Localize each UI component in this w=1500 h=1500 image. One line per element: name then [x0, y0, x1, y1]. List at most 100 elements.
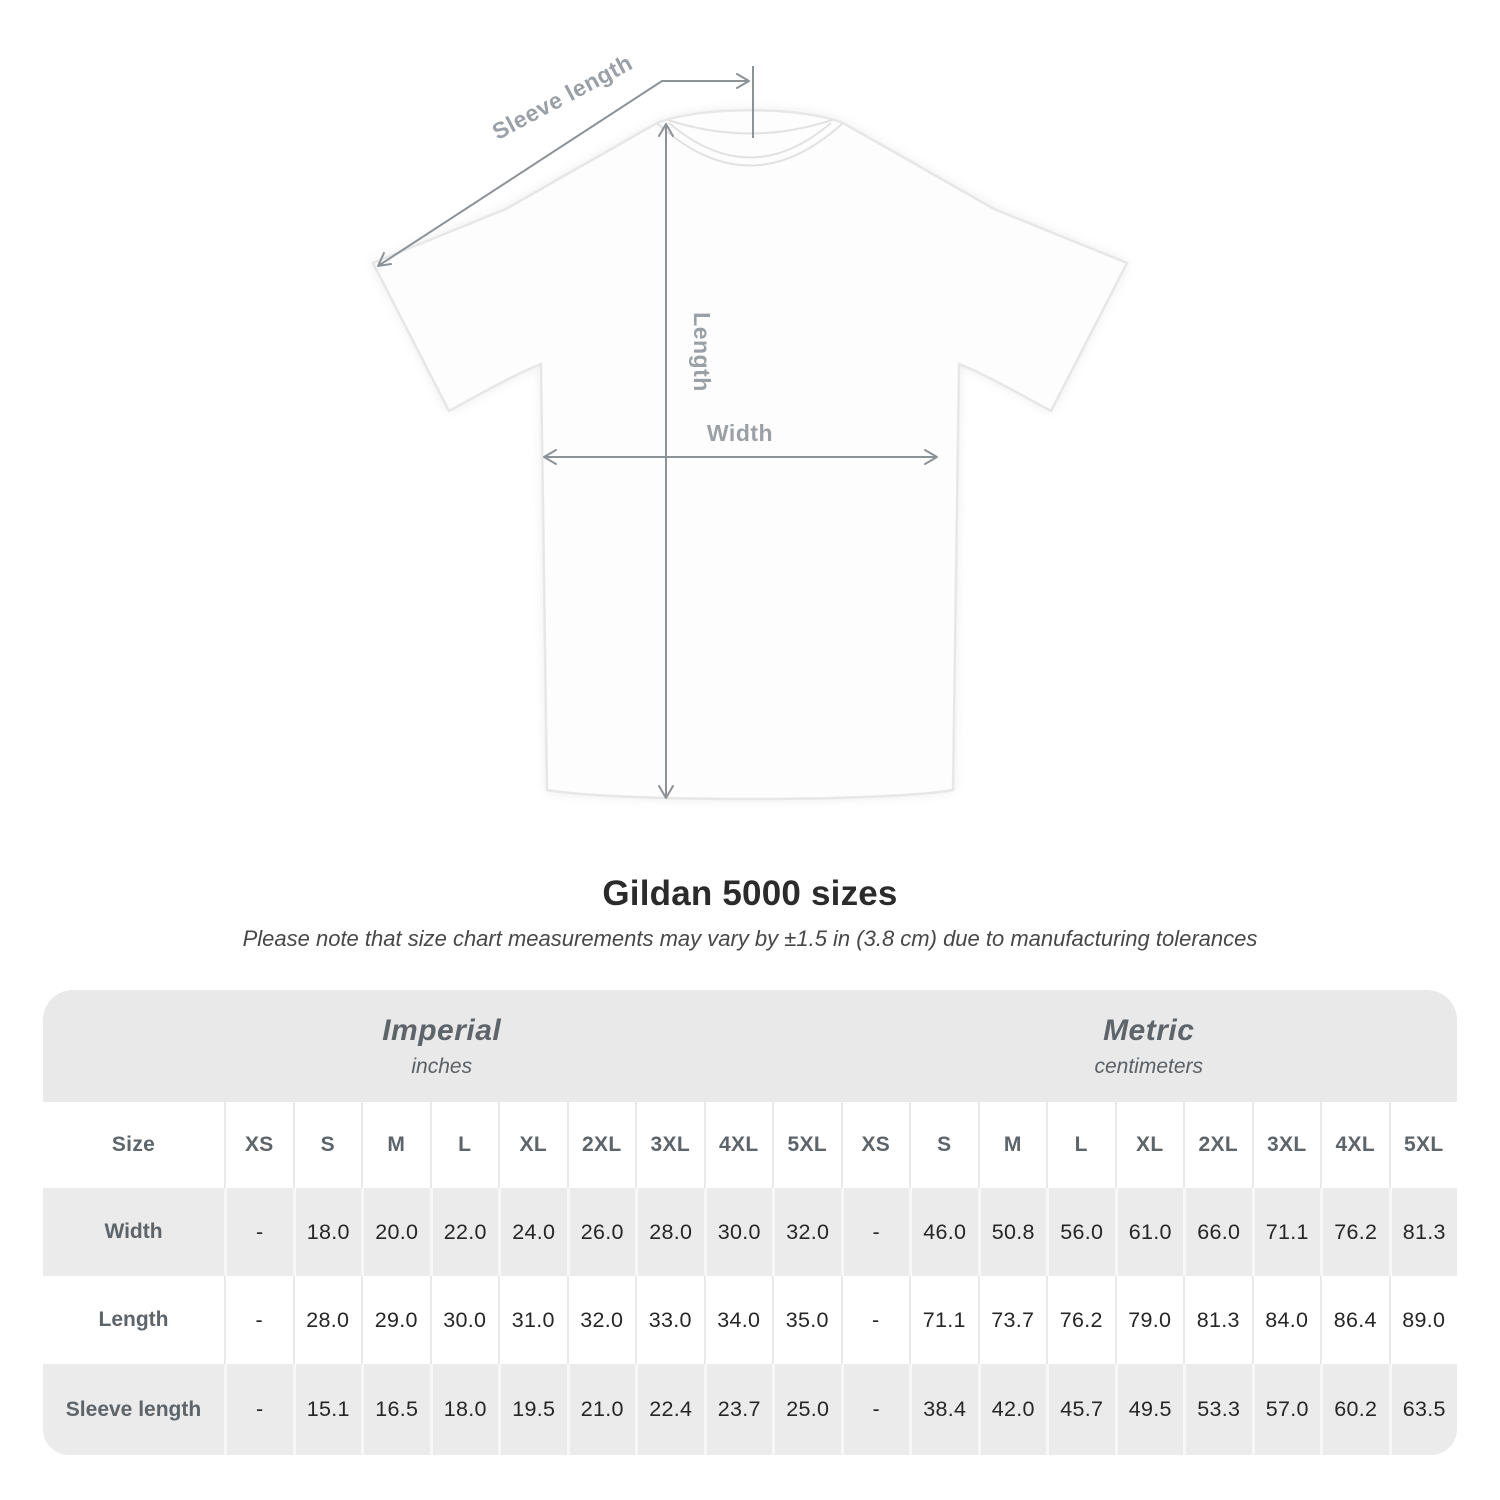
- length-imperial-4xl: 34.0: [703, 1276, 772, 1364]
- width-arrowhead-right: [924, 449, 938, 465]
- sleeve-length-arrow: [377, 80, 748, 267]
- sleeve-length-arrowhead-neck: [736, 73, 750, 89]
- width-imperial-5xl: 32.0: [772, 1188, 841, 1276]
- width-metric-3xl: 71.1: [1251, 1188, 1320, 1276]
- width-label: Width: [707, 420, 773, 446]
- sleeve-imperial-4xl: 23.7: [703, 1364, 772, 1455]
- length-metric-3xl: 84.0: [1251, 1276, 1320, 1364]
- width-imperial-xs: -: [224, 1188, 293, 1276]
- sleeve-imperial-3xl: 22.4: [635, 1364, 704, 1455]
- page-title: Gildan 5000 sizes: [602, 874, 898, 913]
- length-imperial-3xl: 33.0: [635, 1276, 704, 1364]
- width-metric-xl: 61.0: [1114, 1188, 1183, 1276]
- sleeve-metric-3xl: 57.0: [1251, 1364, 1320, 1455]
- size-header-metric-5xl: 5XL: [1388, 1102, 1457, 1188]
- length-metric-4xl: 86.4: [1320, 1276, 1389, 1364]
- length-metric-xl: 79.0: [1114, 1276, 1183, 1364]
- size-header-imperial-m: M: [361, 1102, 430, 1188]
- length-imperial-5xl: 35.0: [772, 1276, 841, 1364]
- row-label-width: Width: [43, 1188, 224, 1276]
- size-header-metric-xl: XL: [1114, 1102, 1183, 1188]
- tolerance-note: Please note that size chart measurements…: [242, 926, 1258, 951]
- tshirt-measurement-diagram: Sleeve length Length Width: [371, 49, 1129, 801]
- length-metric-2xl: 81.3: [1183, 1276, 1252, 1364]
- size-column-header: Size: [43, 1102, 224, 1188]
- sleeve-imperial-xs: -: [224, 1364, 293, 1455]
- sleeve-metric-xs: -: [840, 1364, 909, 1455]
- sleeve-metric-4xl: 60.2: [1320, 1364, 1389, 1455]
- metric-group-label: Metric: [1103, 1013, 1195, 1047]
- sleeve-imperial-s: 15.1: [292, 1364, 361, 1455]
- size-header-metric-3xl: 3XL: [1251, 1102, 1320, 1188]
- length-metric-xs: -: [840, 1276, 909, 1364]
- length-imperial-s: 28.0: [292, 1276, 361, 1364]
- length-imperial-xs: -: [224, 1276, 293, 1364]
- size-header-metric-xs: XS: [840, 1102, 909, 1188]
- size-header-imperial-2xl: 2XL: [566, 1102, 635, 1188]
- length-imperial-xl: 31.0: [498, 1276, 567, 1364]
- width-imperial-s: 18.0: [292, 1188, 361, 1276]
- sleeve-metric-5xl: 63.5: [1388, 1364, 1457, 1455]
- size-header-imperial-s: S: [292, 1102, 361, 1188]
- sleeve-imperial-m: 16.5: [361, 1364, 430, 1455]
- length-arrowhead-bottom: [658, 785, 674, 799]
- collar-outer-line: [656, 122, 844, 167]
- sleeve-metric-m: 42.0: [977, 1364, 1046, 1455]
- width-metric-s: 46.0: [909, 1188, 978, 1276]
- size-header-metric-s: S: [909, 1102, 978, 1188]
- sleeve-imperial-5xl: 25.0: [772, 1364, 841, 1455]
- sleeve-metric-xl: 49.5: [1114, 1364, 1183, 1455]
- collar-back-line: [667, 119, 833, 135]
- length-metric-l: 76.2: [1046, 1276, 1115, 1364]
- length-imperial-m: 29.0: [361, 1276, 430, 1364]
- sleeve-metric-l: 45.7: [1046, 1364, 1115, 1455]
- length-metric-s: 71.1: [909, 1276, 978, 1364]
- size-header-metric-4xl: 4XL: [1320, 1102, 1389, 1188]
- collar-inner-line: [668, 122, 832, 159]
- width-imperial-m: 20.0: [361, 1188, 430, 1276]
- sleeve-metric-s: 38.4: [909, 1364, 978, 1455]
- size-header-imperial-4xl: 4XL: [703, 1102, 772, 1188]
- size-header-metric-2xl: 2XL: [1183, 1102, 1252, 1188]
- sleeve-metric-2xl: 53.3: [1183, 1364, 1252, 1455]
- width-imperial-4xl: 30.0: [703, 1188, 772, 1276]
- length-metric-m: 73.7: [977, 1276, 1046, 1364]
- imperial-group-unit: inches: [411, 1054, 473, 1078]
- size-header-imperial-5xl: 5XL: [772, 1102, 841, 1188]
- sleeve-imperial-l: 18.0: [429, 1364, 498, 1455]
- length-imperial-l: 30.0: [429, 1276, 498, 1364]
- sleeve-length-label: Sleeve length: [488, 49, 637, 145]
- tshirt-outline: [371, 109, 1129, 801]
- length-arrowhead-top: [658, 123, 674, 137]
- metric-group-unit: centimeters: [1094, 1054, 1204, 1078]
- width-metric-xs: -: [840, 1188, 909, 1276]
- imperial-group-header: Imperial inches: [43, 990, 841, 1102]
- width-metric-m: 50.8: [977, 1188, 1046, 1276]
- length-label: Length: [689, 312, 715, 392]
- size-header-imperial-l: L: [429, 1102, 498, 1188]
- row-label-length: Length: [43, 1276, 224, 1364]
- width-metric-5xl: 81.3: [1388, 1188, 1457, 1276]
- row-label-sleeve-length: Sleeve length: [43, 1364, 224, 1455]
- size-header-imperial-3xl: 3XL: [635, 1102, 704, 1188]
- width-imperial-3xl: 28.0: [635, 1188, 704, 1276]
- width-imperial-l: 22.0: [429, 1188, 498, 1276]
- imperial-group-label: Imperial: [382, 1013, 502, 1047]
- length-metric-5xl: 89.0: [1388, 1276, 1457, 1364]
- size-table: Imperial inches Metric centimeters Size …: [43, 990, 1457, 1455]
- width-arrowhead-left: [543, 449, 557, 465]
- sleeve-imperial-xl: 19.5: [498, 1364, 567, 1455]
- size-header-metric-l: L: [1046, 1102, 1115, 1188]
- sleeve-length-arrowhead-cuff: [377, 252, 392, 267]
- width-metric-2xl: 66.0: [1183, 1188, 1252, 1276]
- width-metric-l: 56.0: [1046, 1188, 1115, 1276]
- length-imperial-2xl: 32.0: [566, 1276, 635, 1364]
- width-imperial-2xl: 26.0: [566, 1188, 635, 1276]
- size-header-imperial-xl: XL: [498, 1102, 567, 1188]
- size-header-imperial-xs: XS: [224, 1102, 293, 1188]
- width-metric-4xl: 76.2: [1320, 1188, 1389, 1276]
- metric-group-header: Metric centimeters: [840, 990, 1457, 1102]
- width-imperial-xl: 24.0: [498, 1188, 567, 1276]
- sleeve-imperial-2xl: 21.0: [566, 1364, 635, 1455]
